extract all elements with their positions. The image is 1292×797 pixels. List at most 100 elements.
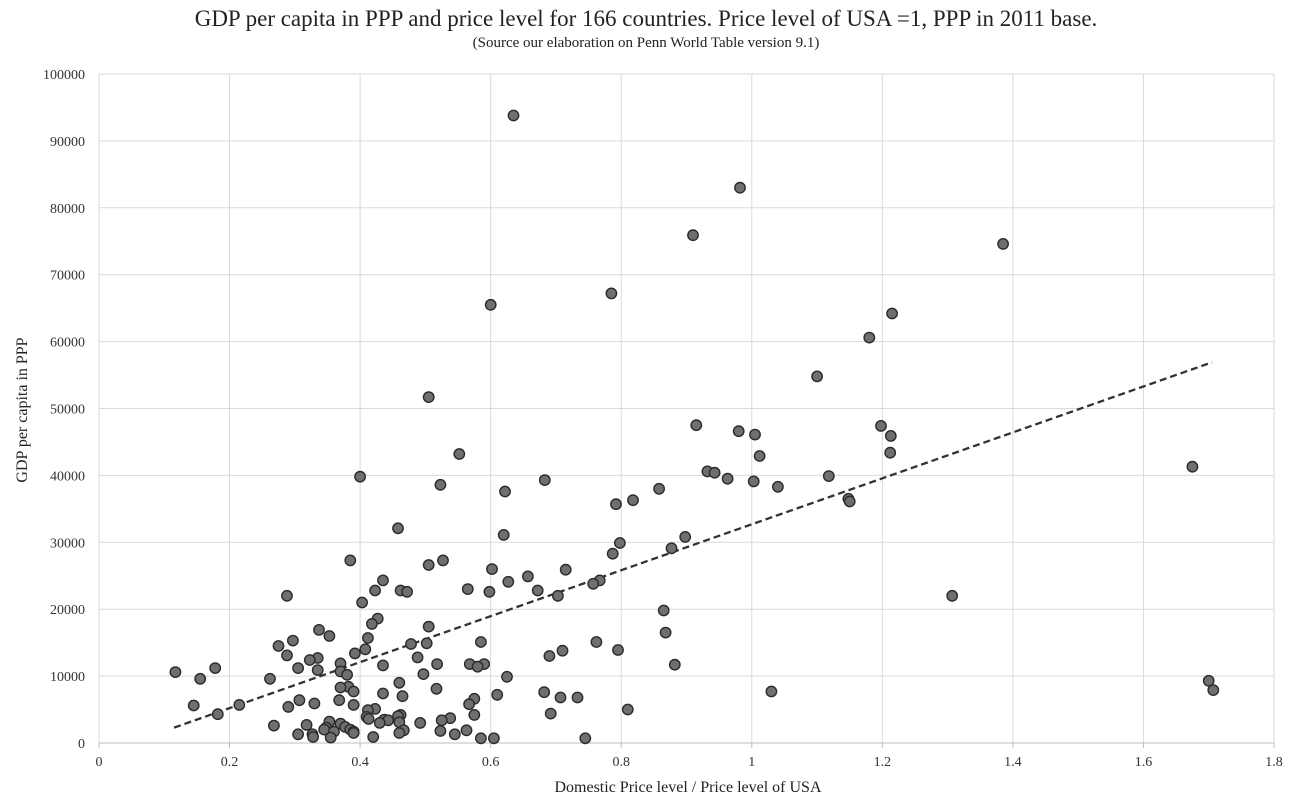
data-point: [487, 732, 500, 745]
grid-lines: [99, 73, 1275, 743]
data-point: [417, 668, 430, 680]
data-point: [420, 637, 433, 650]
data-point: [749, 428, 761, 441]
data-point: [772, 480, 784, 493]
data-point: [435, 714, 448, 727]
data-point: [460, 724, 473, 737]
data-point: [734, 181, 746, 194]
data-point: [538, 474, 551, 486]
data-point: [347, 727, 360, 739]
data-point: [293, 694, 306, 707]
data-point: [997, 237, 1009, 250]
data-point: [344, 554, 357, 567]
data-point: [1186, 460, 1199, 473]
data-point: [187, 699, 200, 712]
data-point: [392, 522, 404, 535]
data-point: [393, 676, 406, 689]
data-point: [687, 229, 699, 242]
data-point: [272, 640, 285, 652]
y-tick-label: 90000: [50, 135, 85, 150]
data-point: [690, 419, 703, 432]
data-point: [461, 583, 474, 595]
data-point: [348, 647, 361, 660]
data-point: [267, 719, 280, 732]
data-point: [732, 425, 745, 438]
data-point: [590, 636, 603, 648]
data-point: [377, 659, 389, 672]
data-point: [463, 698, 475, 711]
data-point: [324, 731, 337, 744]
data-point: [501, 670, 513, 683]
data-point: [292, 728, 304, 741]
data-point: [341, 668, 353, 681]
data-point: [292, 662, 304, 674]
data-point: [471, 660, 484, 673]
y-tick-label: 60000: [50, 336, 85, 351]
data-point: [347, 685, 360, 698]
x-tick-label: 0.6: [482, 755, 500, 770]
data-point: [499, 485, 511, 498]
data-point: [369, 584, 381, 597]
data-point: [612, 644, 624, 656]
data-point: [393, 727, 406, 739]
data-point: [405, 638, 417, 650]
trendline: [173, 361, 1213, 729]
y-axis-title: GDP per capita in PPP: [14, 337, 31, 482]
data-point: [422, 559, 435, 571]
y-tick-label: 30000: [50, 536, 85, 551]
x-tick-label: 1.4: [1004, 755, 1022, 770]
data-point: [209, 662, 222, 674]
data-point: [422, 620, 435, 633]
data-point: [522, 570, 534, 583]
data-point: [323, 630, 336, 642]
x-tick-label: 1: [748, 755, 755, 770]
data-points: [169, 109, 1220, 745]
x-tick-label: 0.8: [612, 755, 630, 770]
data-point: [434, 725, 447, 737]
y-tick-label: 10000: [50, 670, 85, 685]
data-point: [614, 537, 626, 549]
y-tick-label: 0: [78, 737, 85, 752]
data-point: [422, 391, 435, 403]
data-point: [411, 651, 424, 664]
y-tick-label: 50000: [50, 403, 85, 418]
data-point: [747, 475, 760, 488]
data-point: [621, 703, 634, 716]
data-point: [552, 589, 564, 602]
data-point: [437, 554, 449, 567]
data-point: [354, 470, 366, 483]
data-point: [946, 589, 959, 602]
data-point: [281, 589, 293, 602]
data-point: [543, 650, 556, 662]
data-point: [627, 494, 639, 507]
data-point: [474, 636, 487, 648]
axes: [98, 74, 1275, 748]
trendline-layer: [173, 361, 1213, 729]
data-point: [884, 446, 897, 459]
data-point: [233, 699, 246, 711]
data-point: [605, 287, 618, 300]
data-point: [843, 495, 856, 508]
data-point: [367, 731, 380, 743]
y-tick-label: 20000: [50, 603, 85, 618]
data-point: [414, 717, 427, 729]
data-point: [286, 634, 299, 647]
data-point: [211, 708, 224, 721]
data-point: [559, 563, 572, 576]
data-point: [362, 713, 375, 725]
y-tick-label: 100000: [43, 68, 85, 83]
data-point: [502, 575, 515, 588]
data-point: [1207, 684, 1220, 696]
data-point: [486, 563, 498, 575]
data-point: [356, 596, 368, 609]
data-point: [431, 658, 443, 670]
data-point: [497, 529, 510, 541]
data-point: [653, 482, 665, 495]
data-point: [396, 690, 409, 703]
data-point: [507, 109, 520, 122]
data-point: [610, 498, 622, 511]
data-point: [721, 472, 734, 485]
data-point: [307, 731, 319, 743]
data-point: [554, 691, 567, 704]
